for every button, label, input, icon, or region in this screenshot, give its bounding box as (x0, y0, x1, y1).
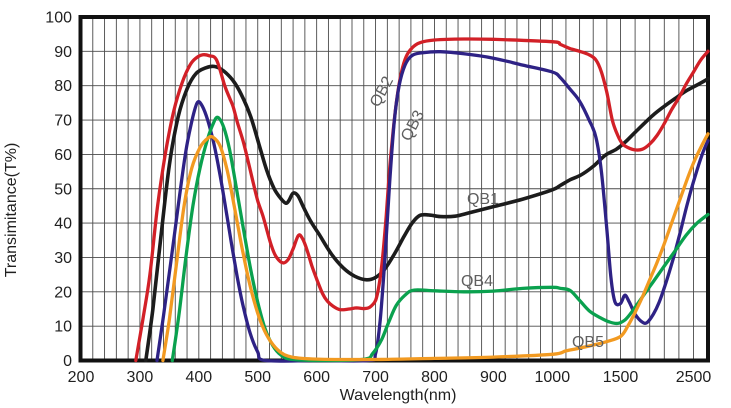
curve-QB5 (161, 132, 710, 363)
y-tick-label: 70 (54, 113, 72, 130)
x-tick-label: 500 (244, 369, 271, 386)
curve-QB3 (155, 50, 710, 363)
curve-QB1 (144, 64, 710, 363)
chart-canvas: 200 300 400 500 600 700 800 900 1000 1500 2500 0 10 2… (45, 10, 711, 387)
curve-QB4 (170, 115, 710, 363)
x-tick-label: 1500 (603, 369, 639, 386)
x-tick-label: 200 (68, 369, 95, 386)
y-tick-label: 40 (54, 216, 72, 233)
x-tick-label: 1000 (535, 369, 571, 386)
x-tick-label: 900 (480, 369, 507, 386)
curve-label-QB1: QB1 (467, 191, 499, 208)
x-tick-label: 600 (303, 369, 330, 386)
curve-label-QB4: QB4 (461, 273, 493, 290)
y-tick-label: 30 (54, 250, 72, 267)
curve-label-QB2: QB2 (367, 74, 397, 110)
x-tick-label: 2500 (676, 369, 712, 386)
y-tick-label: 50 (54, 181, 72, 198)
y-tick-label: 10 (54, 319, 72, 336)
x-tick-label: 400 (185, 369, 212, 386)
x-tick-label: 800 (421, 369, 448, 386)
x-axis-title: Wavelength(nm) (340, 387, 457, 404)
x-tick-label: 700 (362, 369, 389, 386)
y-tick-label: 100 (45, 10, 72, 27)
y-tick-label: 80 (54, 78, 72, 95)
y-tick-label: 0 (63, 353, 72, 370)
y-tick-label: 60 (54, 147, 72, 164)
curve-QB2 (134, 37, 710, 363)
y-axis-title: Transimitance(T%) (3, 143, 20, 278)
x-tick-label: 300 (127, 369, 154, 386)
curve-label-QB5: QB5 (572, 334, 604, 351)
y-tick-label: 90 (54, 44, 72, 61)
y-tick-label: 20 (54, 284, 72, 301)
curve-label-QB3: QB3 (398, 108, 428, 144)
